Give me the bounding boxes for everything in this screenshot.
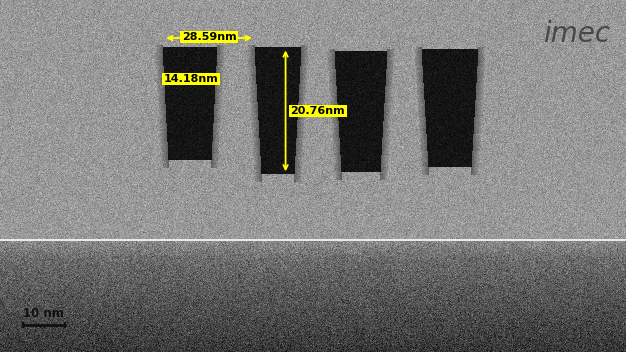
Text: 10 nm: 10 nm <box>23 307 64 320</box>
Text: 14.18nm: 14.18nm <box>163 74 218 84</box>
Text: 28.59nm: 28.59nm <box>182 32 237 42</box>
Text: imec: imec <box>543 20 610 49</box>
Text: 20.76nm: 20.76nm <box>290 106 345 116</box>
